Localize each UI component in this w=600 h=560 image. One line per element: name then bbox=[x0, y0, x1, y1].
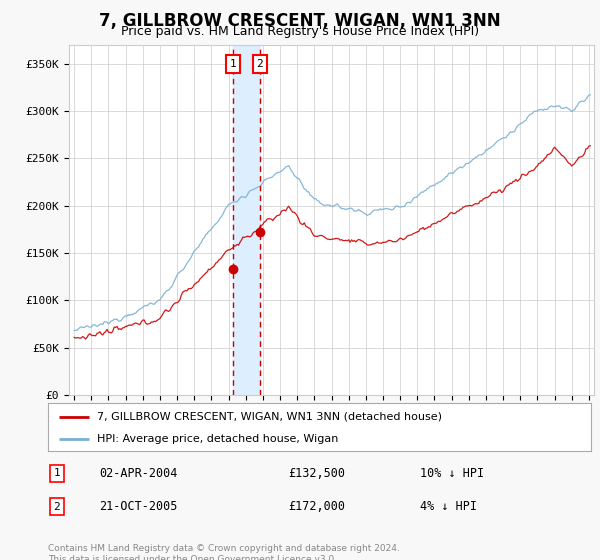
Text: 2: 2 bbox=[53, 502, 61, 512]
Text: £132,500: £132,500 bbox=[288, 466, 345, 480]
Text: 02-APR-2004: 02-APR-2004 bbox=[99, 466, 178, 480]
Text: 2: 2 bbox=[257, 59, 263, 69]
Text: £172,000: £172,000 bbox=[288, 500, 345, 514]
Text: Price paid vs. HM Land Registry's House Price Index (HPI): Price paid vs. HM Land Registry's House … bbox=[121, 25, 479, 38]
Bar bbox=[233, 45, 260, 395]
Text: 10% ↓ HPI: 10% ↓ HPI bbox=[420, 466, 484, 480]
Text: 7, GILLBROW CRESCENT, WIGAN, WN1 3NN (detached house): 7, GILLBROW CRESCENT, WIGAN, WN1 3NN (de… bbox=[97, 412, 442, 422]
Text: 7, GILLBROW CRESCENT, WIGAN, WN1 3NN: 7, GILLBROW CRESCENT, WIGAN, WN1 3NN bbox=[99, 12, 501, 30]
Text: 4% ↓ HPI: 4% ↓ HPI bbox=[420, 500, 477, 514]
Text: 1: 1 bbox=[229, 59, 236, 69]
Text: Contains HM Land Registry data © Crown copyright and database right 2024.
This d: Contains HM Land Registry data © Crown c… bbox=[48, 544, 400, 560]
Text: 1: 1 bbox=[53, 468, 61, 478]
Text: HPI: Average price, detached house, Wigan: HPI: Average price, detached house, Wiga… bbox=[97, 434, 338, 444]
Text: 21-OCT-2005: 21-OCT-2005 bbox=[99, 500, 178, 514]
